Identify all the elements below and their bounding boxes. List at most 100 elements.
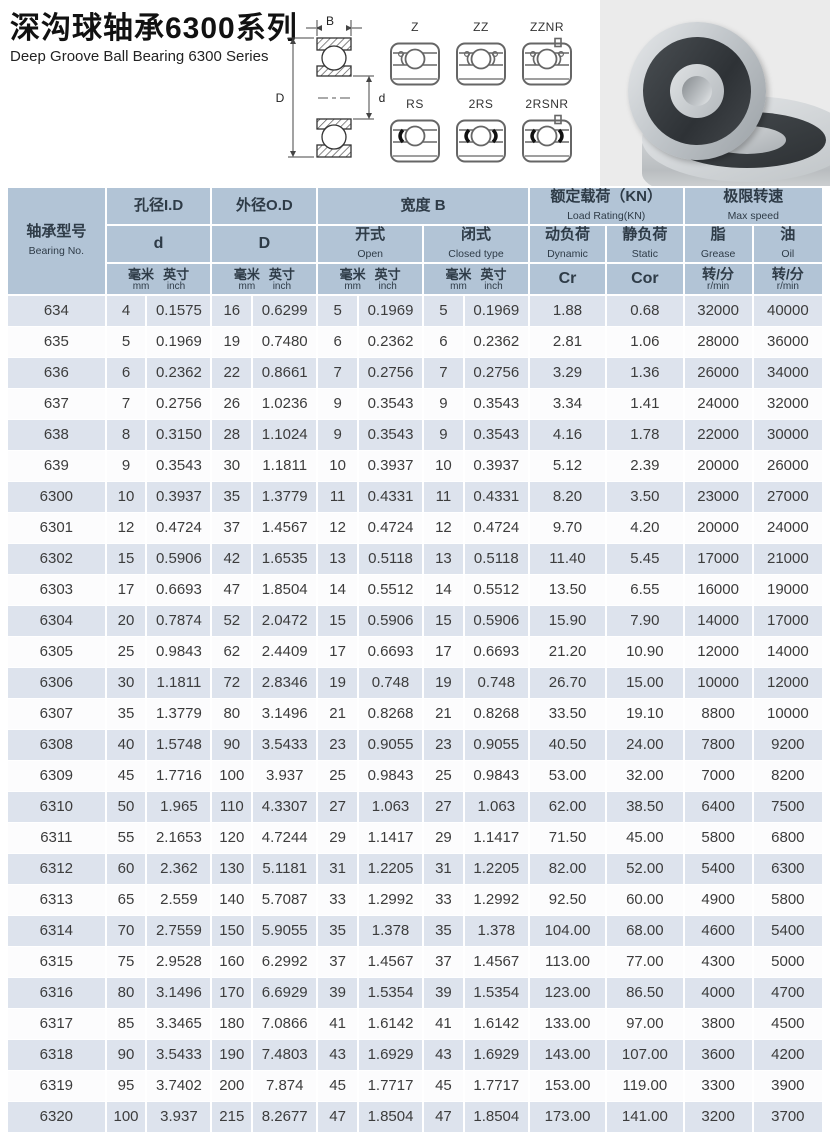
cell-bearing-no: 635	[8, 326, 107, 357]
unit-header-open: 毫米 mm 英寸 inch	[317, 263, 425, 296]
cell-closed-b-mm: 31	[423, 853, 465, 884]
table-row-6317: 6317 85 3.3465 180 7.0866 41 1.6142 41 1.6142 133…	[8, 1008, 822, 1039]
cell-bearing-no: 6310	[8, 791, 107, 822]
cell-d-inch: 0.3937	[146, 481, 213, 512]
cell-od-inch: 8.2677	[252, 1101, 319, 1132]
cell-od-mm: 72	[211, 667, 254, 698]
cell-open-b-inch: 0.4724	[357, 512, 425, 543]
cell-bearing-no: 6309	[8, 760, 107, 791]
cell-oil-speed: 27000	[752, 481, 822, 512]
cell-bearing-no: 6307	[8, 698, 107, 729]
table-row-639: 639 9 0.3543 30 1.1811 10 0.3937 10 0.3937 5.12 2.…	[8, 450, 822, 481]
cell-od-mm: 26	[211, 388, 254, 419]
cell-grease-speed: 8800	[683, 698, 754, 729]
cell-oil-speed: 7500	[752, 791, 822, 822]
cell-d-inch: 3.1496	[146, 977, 213, 1008]
col-header-bearing-no: 轴承型号 Bearing No.	[8, 188, 107, 296]
table-row-634: 634 4 0.1575 16 0.6299 5 0.1969 5 0.1969 1.88 0.68…	[8, 295, 822, 326]
cell-od-mm: 30	[211, 450, 254, 481]
title-block: 深沟球轴承6300系列 Deep Groove Ball Bearing 630…	[10, 12, 298, 65]
cell-oil-speed: 5000	[752, 946, 822, 977]
cell-cr: 153.00	[528, 1070, 608, 1101]
cell-d-inch: 1.3779	[146, 698, 213, 729]
cell-open-b-mm: 13	[317, 543, 359, 574]
cell-grease-speed: 22000	[683, 419, 754, 450]
cell-d-mm: 6	[105, 357, 148, 388]
cell-oil-speed: 8200	[752, 760, 822, 791]
cell-oil-speed: 17000	[752, 605, 822, 636]
cell-bearing-no: 6300	[8, 481, 107, 512]
cell-od-inch: 2.8346	[252, 667, 319, 698]
cell-bearing-no: 637	[8, 388, 107, 419]
cell-od-mm: 52	[211, 605, 254, 636]
cell-open-b-inch: 0.6693	[357, 636, 425, 667]
cell-od-mm: 62	[211, 636, 254, 667]
cell-closed-b-mm: 33	[423, 884, 465, 915]
cell-closed-b-mm: 9	[423, 419, 465, 450]
cell-closed-b-inch: 0.5118	[463, 543, 530, 574]
cell-oil-speed: 30000	[752, 419, 822, 450]
cell-cor: 38.50	[606, 791, 685, 822]
cell-open-b-mm: 11	[317, 481, 359, 512]
cell-closed-b-inch: 1.2205	[463, 853, 530, 884]
cell-closed-b-mm: 5	[423, 295, 465, 326]
cell-cor: 24.00	[606, 729, 685, 760]
col-header-dynamic: 动负荷 Dynamic	[528, 225, 608, 264]
bearing-type-zznr: ZZNR	[518, 20, 576, 87]
cell-grease-speed: 4600	[683, 915, 754, 946]
cell-d-mm: 4	[105, 295, 148, 326]
cell-d-mm: 20	[105, 605, 148, 636]
cell-cor: 1.78	[606, 419, 685, 450]
cell-d-inch: 2.9528	[146, 946, 213, 977]
cell-cor: 15.00	[606, 667, 685, 698]
table-row-638: 638 8 0.3150 28 1.1024 9 0.3543 9 0.3543 4.16 1.78…	[8, 419, 822, 450]
cell-od-mm: 160	[211, 946, 254, 977]
cell-oil-speed: 4700	[752, 977, 822, 1008]
col-header-D-symbol: D	[211, 225, 319, 264]
cell-d-mm: 45	[105, 760, 148, 791]
cell-open-b-mm: 39	[317, 977, 359, 1008]
cell-grease-speed: 7000	[683, 760, 754, 791]
cell-cor: 19.10	[606, 698, 685, 729]
cell-closed-b-mm: 19	[423, 667, 465, 698]
cell-od-inch: 7.4803	[252, 1039, 319, 1070]
cell-open-b-inch: 0.1969	[357, 295, 425, 326]
cell-grease-speed: 5400	[683, 853, 754, 884]
bearing-type-grid: Z ZZ ZZNR RS 2RS 2RSNR	[386, 20, 576, 164]
table-row-6308: 6308 40 1.5748 90 3.5433 23 0.9055 23 0.9055 40.5…	[8, 729, 822, 760]
cell-closed-b-inch: 0.3543	[463, 388, 530, 419]
cell-oil-speed: 26000	[752, 450, 822, 481]
col-header-closed: 闭式 Closed type	[423, 225, 530, 264]
cell-open-b-inch: 0.9843	[357, 760, 425, 791]
cell-open-b-mm: 41	[317, 1008, 359, 1039]
cell-d-mm: 75	[105, 946, 148, 977]
table-row-6313: 6313 65 2.559 140 5.7087 33 1.2992 33 1.2992 92.5…	[8, 884, 822, 915]
cell-open-b-mm: 9	[317, 419, 359, 450]
table-row-6307: 6307 35 1.3779 80 3.1496 21 0.8268 21 0.8268 33.5…	[8, 698, 822, 729]
cell-closed-b-inch: 1.5354	[463, 977, 530, 1008]
cell-od-inch: 6.6929	[252, 977, 319, 1008]
bearing-type-label: 2RS	[468, 97, 494, 111]
cell-bearing-no: 634	[8, 295, 107, 326]
cell-od-inch: 3.1496	[252, 698, 319, 729]
cell-bearing-no: 6312	[8, 853, 107, 884]
cell-closed-b-inch: 0.9055	[463, 729, 530, 760]
cell-open-b-inch: 0.9055	[357, 729, 425, 760]
cell-open-b-mm: 10	[317, 450, 359, 481]
cell-od-inch: 4.7244	[252, 822, 319, 853]
cell-bearing-no: 6306	[8, 667, 107, 698]
cell-open-b-mm: 6	[317, 326, 359, 357]
dim-label-d: d	[379, 91, 386, 105]
cell-d-mm: 7	[105, 388, 148, 419]
cell-od-mm: 47	[211, 574, 254, 605]
cell-open-b-inch: 0.5512	[357, 574, 425, 605]
cell-oil-speed: 19000	[752, 574, 822, 605]
cell-open-b-inch: 1.7717	[357, 1070, 425, 1101]
cell-grease-speed: 28000	[683, 326, 754, 357]
col-header-open: 开式 Open	[317, 225, 425, 264]
cell-od-inch: 5.1181	[252, 853, 319, 884]
cell-closed-b-mm: 41	[423, 1008, 465, 1039]
cell-open-b-inch: 0.3543	[357, 419, 425, 450]
cell-cor: 32.00	[606, 760, 685, 791]
cell-cor: 1.41	[606, 388, 685, 419]
